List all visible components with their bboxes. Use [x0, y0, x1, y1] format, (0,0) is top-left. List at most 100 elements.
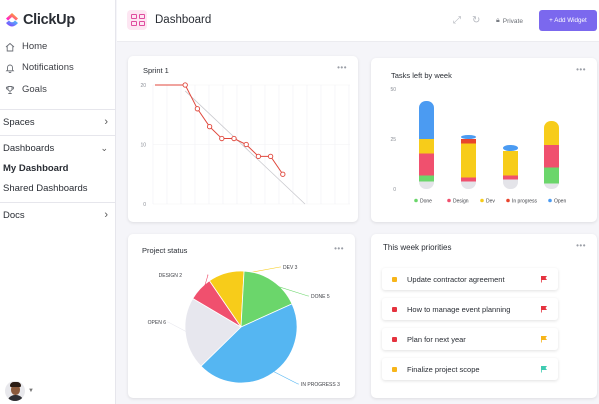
sidebar-section-docs[interactable]: Docs ›	[3, 209, 108, 221]
sprint-burndown-chart: 20 10 0	[140, 82, 350, 208]
more-options-icon[interactable]: •••	[337, 63, 347, 72]
sidebar-item-home[interactable]: Home	[4, 41, 47, 52]
y-tick-label: 0	[143, 202, 146, 208]
private-label: Private	[502, 17, 523, 25]
bar-segment-design	[503, 175, 518, 180]
sprint-widget: Sprint 1 ••• 20 10 0	[128, 56, 358, 222]
data-point	[255, 153, 262, 160]
expand-icon[interactable]: ⤢	[453, 15, 461, 26]
legend-label: In progress	[512, 199, 538, 205]
chevron-right-icon: ›	[104, 116, 108, 128]
tasks-bar-chart: 50 25 0 Done Design Dev In progress Open	[390, 87, 566, 205]
widget-title: Sprint 1	[143, 66, 169, 75]
bar-segment-open	[461, 135, 476, 139]
divider	[0, 109, 116, 110]
section-label: Dashboards	[3, 143, 55, 154]
legend-label: Done	[420, 199, 432, 205]
pie-slice	[192, 280, 242, 328]
task-name: Update contractor agreement	[407, 274, 505, 284]
bar-segment-open	[503, 145, 518, 151]
task-name: How to manage event planning	[407, 304, 511, 314]
legend-marker	[447, 198, 451, 203]
data-point	[219, 135, 225, 142]
priority-flag-icon[interactable]	[540, 275, 548, 283]
ideal-reference-line	[184, 90, 306, 205]
bar-segment-done	[544, 167, 559, 184]
sidebar-section-dashboards[interactable]: Dashboards ⌄	[3, 143, 108, 154]
section-label: Spaces	[3, 116, 35, 128]
avatar	[5, 381, 25, 401]
project-status-widget: Project status ••• DEV 3 DONE 5 IN PROGRES…	[128, 234, 355, 398]
sidebar-item-goals[interactable]: Goals	[4, 84, 47, 95]
data-point	[194, 106, 201, 112]
sidebar-item-my-dashboard[interactable]: My Dashboard	[3, 163, 69, 174]
trophy-icon	[4, 84, 15, 95]
data-point	[231, 135, 237, 142]
section-label: Docs	[3, 209, 25, 221]
pie-leader-line	[167, 321, 190, 334]
priority-task-row[interactable]: Plan for next year	[382, 328, 558, 350]
sidebar-item-shared-dashboards[interactable]: Shared Dashboards	[3, 183, 88, 194]
clickup-logo[interactable]: ClickUp	[4, 10, 75, 30]
data-point	[280, 171, 286, 177]
pie-leader-line	[270, 283, 309, 297]
legend-marker	[480, 198, 484, 203]
tasks-widget: Tasks left by week ••• 50 25 0 Done Design De…	[371, 58, 597, 222]
bar-segment-done	[419, 175, 434, 182]
priority-flag-icon[interactable]	[540, 365, 548, 373]
widget-title: Project status	[142, 246, 188, 255]
y-tick-label: 0	[393, 187, 396, 193]
refresh-icon[interactable]: ↻	[472, 15, 481, 26]
pie-slice-label: IN PROGRESS 3	[301, 382, 340, 388]
data-point	[182, 82, 188, 88]
sidebar-item-label: Goals	[22, 84, 47, 95]
priorities-widget: This week priorities ••• Update contract…	[371, 234, 597, 398]
widget-title: This week priorities	[383, 243, 452, 252]
user-menu[interactable]: ▼	[5, 381, 34, 401]
chevron-down-icon: ⌄	[100, 143, 108, 153]
y-tick-label: 20	[140, 83, 146, 89]
priority-task-row[interactable]: How to manage event planning	[382, 298, 558, 320]
legend-label: Design	[453, 199, 469, 205]
bar-segment-in-progress	[461, 139, 476, 144]
page-title: Dashboard	[155, 14, 212, 26]
priority-flag-icon[interactable]	[540, 305, 548, 313]
home-icon	[4, 41, 15, 52]
chevron-right-icon: ›	[104, 209, 108, 221]
more-options-icon[interactable]: •••	[576, 65, 586, 74]
sidebar-item-notifications[interactable]: Notifications	[4, 62, 74, 73]
sidebar-section-spaces[interactable]: Spaces ›	[3, 116, 108, 128]
burndown-series-line	[155, 84, 284, 175]
priority-task-row[interactable]: Finalize project scope	[382, 358, 558, 380]
privacy-toggle[interactable]: 🔒︎ Private	[496, 17, 523, 25]
sidebar-item-label: Home	[22, 41, 48, 52]
page-header: Dashboard ⤢ ↻ 🔒︎ Private + Add Widget	[117, 0, 599, 42]
legend-marker	[506, 198, 510, 203]
bar-segment-dev	[419, 139, 434, 154]
legend-marker	[548, 198, 552, 203]
caret-down-icon: ▼	[28, 388, 34, 394]
legend-marker	[414, 198, 418, 203]
bar-segment-design	[419, 153, 434, 176]
priority-flag-icon[interactable]	[540, 335, 548, 343]
more-options-icon[interactable]: •••	[576, 241, 586, 250]
status-dot	[392, 306, 397, 312]
task-name: Plan for next year	[407, 334, 466, 344]
pie-slice-label: OPEN 6	[148, 320, 167, 326]
more-options-icon[interactable]: •••	[334, 244, 344, 253]
task-name: Finalize project scope	[407, 364, 480, 374]
divider	[0, 135, 116, 136]
lock-icon: 🔒︎	[496, 17, 500, 24]
add-widget-button[interactable]: + Add Widget	[539, 10, 597, 31]
bar-segment-design	[544, 145, 559, 168]
project-status-pie-chart: DEV 3 DONE 5 IN PROGRESS 3 OPEN 6 DESIGN 2	[148, 265, 340, 388]
status-dot	[392, 366, 397, 372]
pie-leader-line	[202, 274, 209, 292]
bar-segment-fill	[419, 108, 434, 139]
pie-slice-label: DESIGN 2	[159, 273, 183, 279]
y-tick-label: 10	[140, 143, 146, 149]
priority-task-row[interactable]: Update contractor agreement	[382, 268, 558, 290]
pie-leader-line	[270, 369, 299, 385]
pie-slice	[200, 303, 298, 384]
dashboard-icon	[127, 10, 147, 30]
